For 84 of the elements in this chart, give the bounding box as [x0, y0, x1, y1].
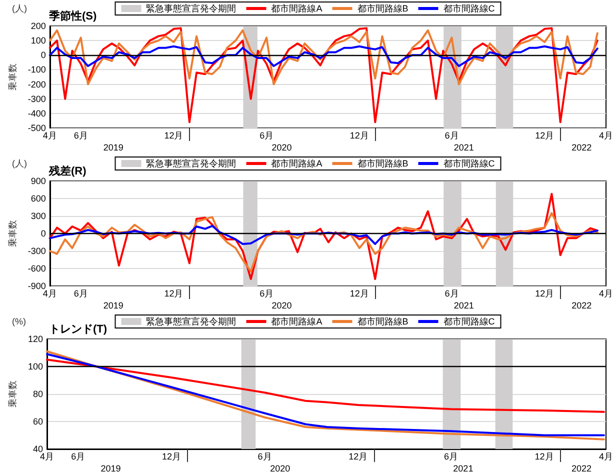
legend-label: 緊急事態宣言発令期間 [146, 4, 236, 14]
legend-label: 都市間路線C [443, 158, 496, 168]
x-tick-label: 12月 [350, 130, 369, 140]
line-series [48, 45, 598, 68]
x2-tick-label: 2020 [272, 300, 292, 310]
y-tick-label: 0 [40, 228, 46, 238]
x2-tick-label: 2020 [270, 464, 290, 474]
y-tick-label: 120 [28, 334, 43, 344]
x-tick-label: 12月 [162, 452, 181, 462]
x2-tick-label: 2021 [453, 464, 474, 474]
x-tick-label: 12月 [535, 130, 554, 140]
y-tick-label: -600 [28, 264, 46, 274]
x-tick-label: 6月 [74, 288, 88, 298]
y-tick-label: -100 [28, 64, 46, 75]
x-tick-label: 4月 [598, 130, 614, 140]
legend-label: 都市間路線C [443, 316, 496, 326]
y-tick-label: 100 [30, 36, 46, 46]
y-tick-label: 100 [28, 362, 43, 372]
chart-title: 季節性(S) [48, 10, 97, 22]
x-tick-label: 12月 [348, 452, 368, 462]
x-tick-label: 12月 [350, 288, 369, 298]
x2-tick-label: 2022 [572, 300, 592, 310]
legend-label: 緊急事態宣言発令期間 [146, 158, 236, 168]
x-tick-label: 4月 [598, 288, 614, 298]
y-tick-label: 600 [30, 194, 46, 204]
x-tick-label: 6月 [260, 130, 274, 140]
x-tick-label: 6月 [444, 288, 459, 298]
text: (%) [12, 316, 26, 326]
legend-label: 都市間路線B [357, 158, 408, 168]
chart-title: 残差(R) [48, 164, 87, 178]
legend-label: 都市間路線A [271, 4, 322, 14]
legend-label: 都市間路線A [271, 316, 322, 326]
text: (人) [12, 158, 27, 168]
x2-tick-label: 2021 [454, 300, 474, 310]
y-tick-label: 0 [40, 50, 46, 60]
y-axis-title: 乗車数 [8, 220, 18, 247]
legend-label: 緊急事態宣言発令期間 [146, 316, 236, 326]
line-series [48, 192, 598, 280]
x-tick-label: 4月 [42, 288, 57, 298]
x-tick-label: 12月 [164, 288, 184, 298]
x2-tick-label: 2019 [100, 464, 121, 474]
x-tick-label: 6月 [444, 452, 458, 462]
x-tick-label: 6月 [260, 288, 274, 298]
x-tick-label: 12月 [535, 288, 554, 298]
y-tick-label: -900 [28, 281, 46, 291]
y-tick-label: -500 [28, 123, 46, 133]
y-tick-label: 900 [30, 176, 46, 186]
legend-label: 都市間路線C [443, 4, 496, 14]
x-tick-label: 6月 [71, 452, 86, 462]
text: (人) [12, 4, 27, 14]
y-tick-label: 40 [32, 444, 43, 454]
x-tick-label: 12月 [164, 130, 184, 140]
legend-label: 都市間路線B [357, 316, 408, 326]
line-series [48, 27, 598, 124]
y-tick-label: -300 [28, 246, 46, 256]
y-axis-title: 乗車数 [8, 380, 18, 408]
x-tick-label: 12月 [534, 452, 554, 462]
y-tick-label: -400 [28, 108, 46, 118]
y-tick-label: 200 [30, 21, 46, 31]
chart-title: トレンド(T) [49, 324, 108, 336]
legend-label: 都市間路線B [357, 4, 408, 14]
x2-tick-label: 2022 [572, 464, 592, 474]
x-tick-label: 6月 [444, 130, 459, 140]
y-tick-label: -200 [28, 79, 46, 90]
x-tick-label: 4月 [598, 452, 614, 462]
x2-tick-label: 2019 [103, 142, 124, 152]
y-tick-label: 80 [32, 389, 43, 399]
x2-tick-label: 2022 [572, 142, 592, 152]
x-tick-label: 6月 [258, 452, 272, 462]
line-series [48, 212, 598, 272]
line-series [48, 224, 598, 245]
x2-tick-label: 2019 [103, 300, 124, 310]
line-series [48, 29, 598, 86]
y-axis-title: 乗車数 [8, 64, 18, 90]
y-tick-label: -300 [28, 94, 46, 104]
x2-tick-label: 2021 [454, 142, 474, 152]
line-series [46, 358, 605, 413]
y-tick-label: 60 [32, 416, 43, 426]
x-tick-label: 4月 [42, 130, 57, 140]
x-tick-label: 6月 [74, 130, 88, 140]
legend-label: 都市間路線A [271, 158, 322, 168]
y-tick-label: 300 [30, 211, 46, 221]
x2-tick-label: 2020 [272, 142, 292, 152]
x-tick-label: 4月 [40, 452, 54, 462]
